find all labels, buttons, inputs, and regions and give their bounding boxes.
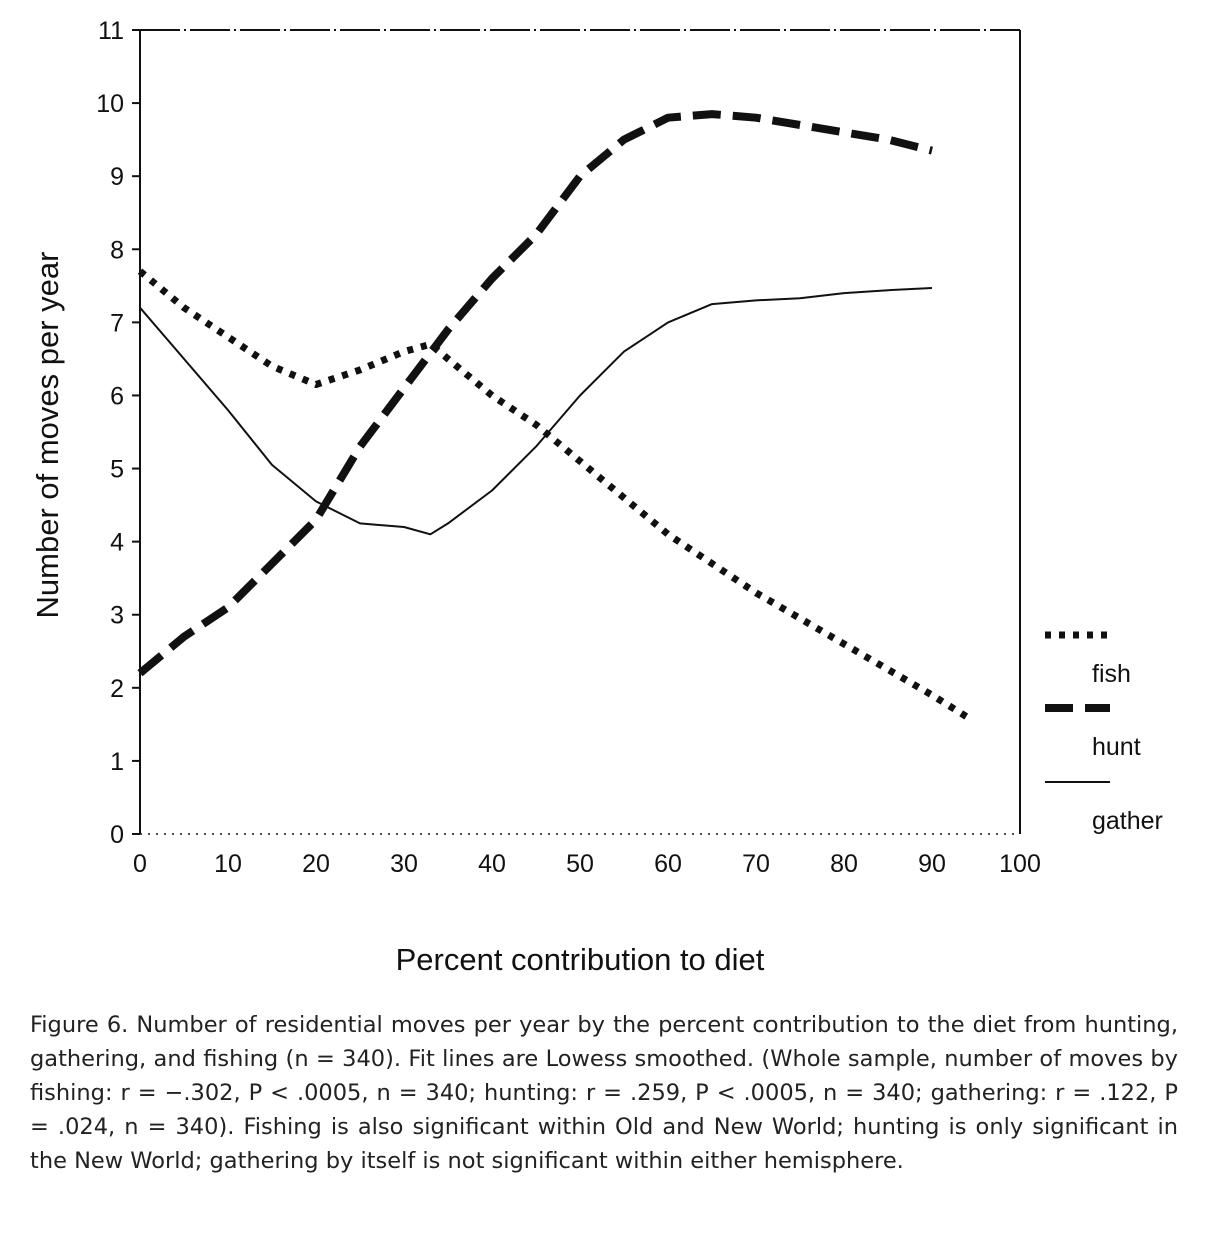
series-lines	[137, 110, 970, 721]
legend-label-hunt: hunt	[1092, 733, 1141, 761]
plot-frame	[139, 29, 1021, 835]
y-tick-label: 5	[110, 456, 124, 484]
x-tick-label: 100	[999, 850, 1041, 878]
x-tick-label: 60	[654, 850, 682, 878]
x-tick-label: 40	[478, 850, 506, 878]
x-tick-label: 70	[742, 850, 770, 878]
y-tick-label: 1	[110, 748, 124, 776]
figure-caption: Figure 6. Number of residential moves pe…	[30, 1012, 1178, 1174]
series-line-fish	[137, 268, 970, 721]
series-line-gather	[139, 287, 933, 536]
x-axis: 0 10 20 30 40 50 60 70 80 90 100	[133, 850, 1041, 878]
y-tick-label: 2	[110, 675, 124, 703]
x-tick-label: 50	[566, 850, 594, 878]
x-tick-label: 90	[918, 850, 946, 878]
y-tick-label: 7	[110, 309, 124, 337]
y-tick-label: 3	[110, 602, 124, 630]
legend-label-gather: gather	[1092, 807, 1163, 835]
y-tick-label: 9	[110, 163, 124, 191]
x-tick-label: 20	[302, 850, 330, 878]
y-tick-label: 6	[110, 382, 124, 410]
chart: 0 1 2 3 4 5 6 7 8 9 10 11 0 10 20 30 40 50 60 70 80 90 100 Nu…	[30, 17, 1163, 977]
y-axis-label: Number of moves per year	[30, 252, 65, 619]
y-tick-label: 0	[110, 821, 124, 849]
series-line-hunt	[137, 110, 933, 677]
x-axis-label: Percent contribution to diet	[396, 942, 765, 977]
legend: fish hunt gather	[1045, 631, 1163, 835]
y-tick-label: 10	[96, 90, 124, 118]
x-tick-label: 10	[214, 850, 242, 878]
x-tick-label: 30	[390, 850, 418, 878]
x-tick-label: 80	[830, 850, 858, 878]
y-tick-label: 8	[110, 236, 124, 264]
legend-label-fish: fish	[1092, 660, 1131, 688]
y-tick-label: 11	[98, 17, 124, 45]
y-axis: 0 1 2 3 4 5 6 7 8 9 10 11	[96, 17, 140, 849]
y-tick-label: 4	[110, 529, 124, 557]
x-tick-label: 0	[133, 850, 147, 878]
